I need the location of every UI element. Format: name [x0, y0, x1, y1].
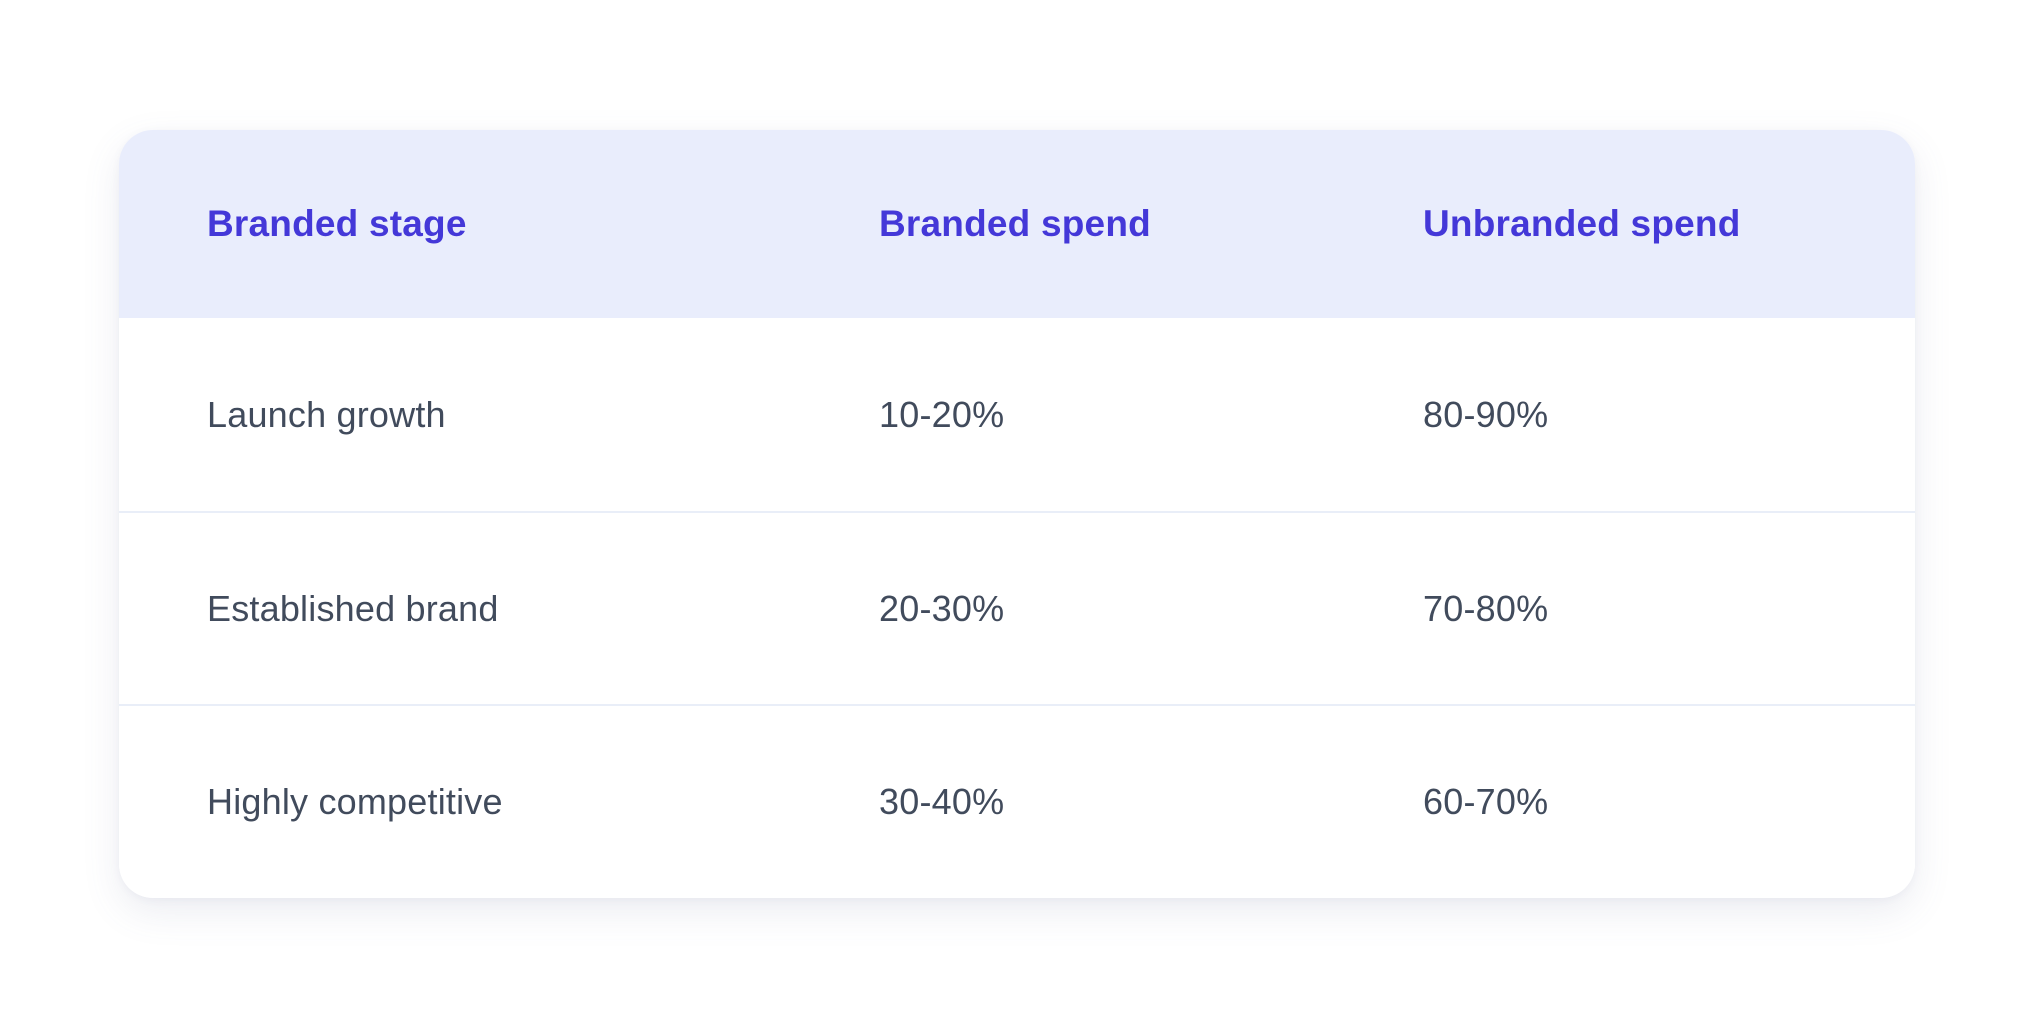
- cell-branded-spend: 30-40%: [879, 780, 1005, 822]
- cell-branded-spend: 10-20%: [879, 393, 1005, 435]
- cell-unbranded-spend: 60-70%: [1423, 780, 1549, 822]
- table-body: Launch growth 10-20% 80-90% Established …: [119, 318, 1915, 897]
- page: Branded stage Branded spend Unbranded sp…: [0, 130, 2034, 898]
- column-header-unbranded-spend: Unbranded spend: [1423, 203, 1741, 244]
- cell-stage: Highly competitive: [207, 780, 503, 822]
- table-row-highly-competitive: Highly competitive 30-40% 60-70%: [119, 704, 1915, 897]
- table-row-launch-growth: Launch growth 10-20% 80-90%: [119, 318, 1915, 511]
- branded-spend-table-card: Branded stage Branded spend Unbranded sp…: [119, 130, 1915, 898]
- cell-branded-spend: 20-30%: [879, 587, 1005, 629]
- cell-stage: Established brand: [207, 587, 499, 629]
- table-header-row: Branded stage Branded spend Unbranded sp…: [119, 130, 1915, 318]
- table-row-established-brand: Established brand 20-30% 70-80%: [119, 511, 1915, 704]
- cell-unbranded-spend: 80-90%: [1423, 393, 1549, 435]
- column-header-branded-stage: Branded stage: [207, 203, 467, 244]
- cell-unbranded-spend: 70-80%: [1423, 587, 1549, 629]
- cell-stage: Launch growth: [207, 393, 446, 435]
- column-header-branded-spend: Branded spend: [879, 203, 1151, 244]
